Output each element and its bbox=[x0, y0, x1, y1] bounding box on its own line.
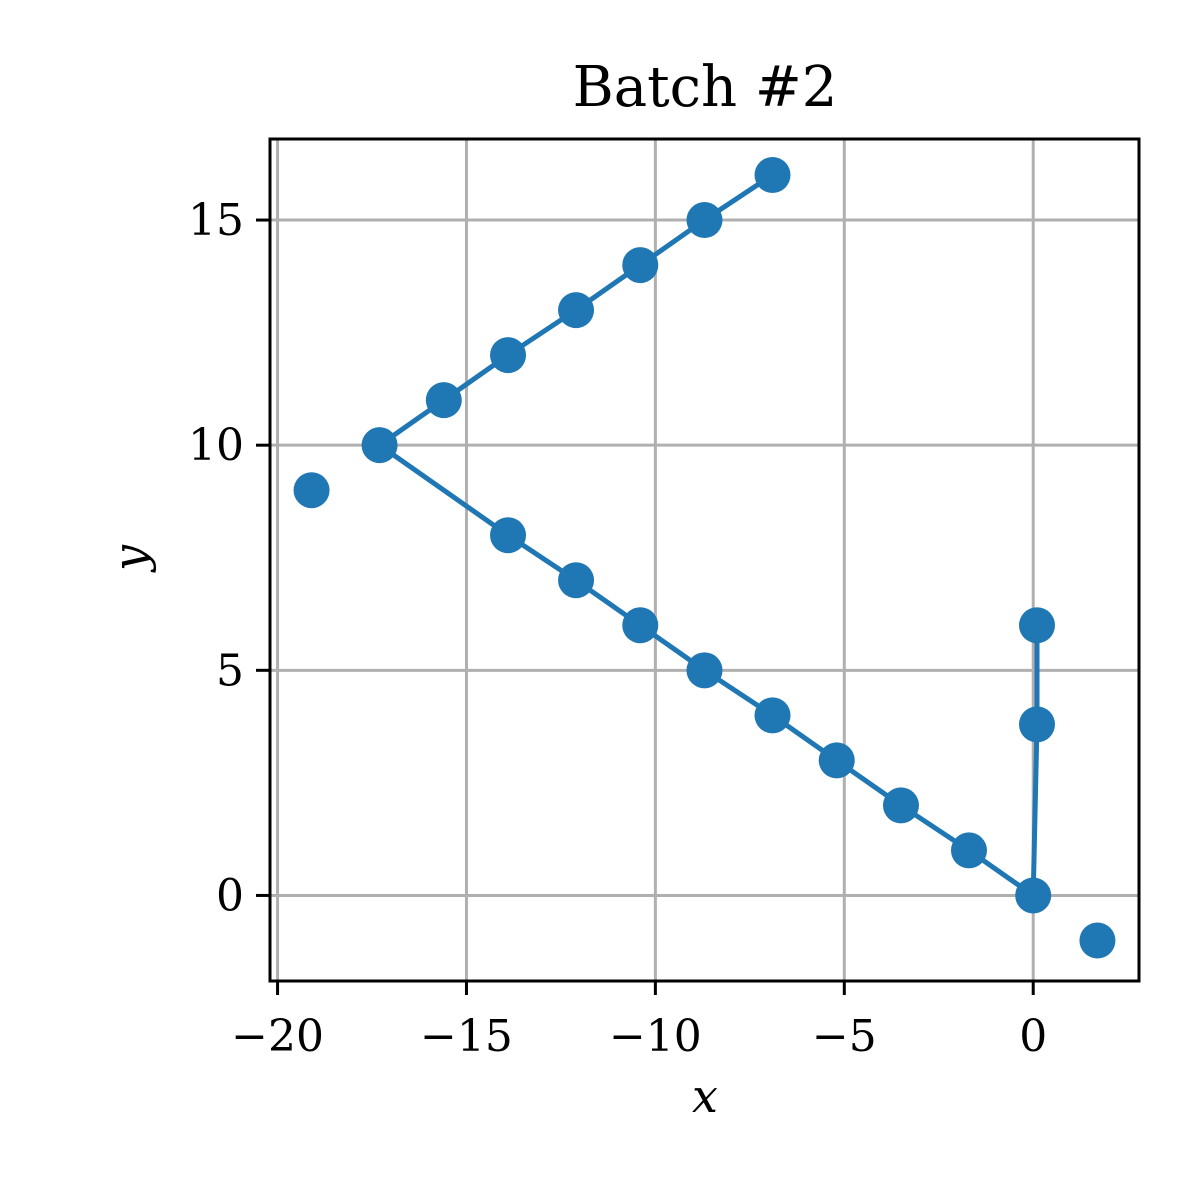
y-tick-label: 0 bbox=[216, 870, 244, 921]
series-line bbox=[378, 443, 1035, 898]
data-point bbox=[293, 472, 330, 509]
data-point bbox=[425, 382, 462, 419]
data-point bbox=[754, 157, 791, 194]
data-point bbox=[490, 517, 527, 554]
data-point bbox=[1018, 607, 1055, 644]
data-point bbox=[882, 787, 919, 824]
y-tick-label: 15 bbox=[188, 195, 244, 246]
data-point bbox=[1079, 922, 1116, 959]
data-point bbox=[686, 652, 723, 689]
y-axis-label: y bbox=[103, 544, 157, 573]
chart-title: Batch #2 bbox=[573, 55, 838, 120]
data-point bbox=[1015, 877, 1052, 914]
data-point bbox=[1018, 706, 1055, 743]
plot-frame bbox=[268, 137, 1141, 983]
x-tick-label: −20 bbox=[231, 1011, 324, 1062]
data-point bbox=[490, 337, 527, 374]
data-points bbox=[293, 157, 1116, 959]
data-point bbox=[950, 832, 987, 869]
x-tick-label: 0 bbox=[1019, 1011, 1047, 1062]
data-point bbox=[622, 247, 659, 284]
data-point bbox=[818, 742, 855, 779]
data-point bbox=[361, 427, 398, 464]
data-point bbox=[558, 562, 595, 599]
x-axis-label: x bbox=[692, 1069, 718, 1123]
data-point bbox=[558, 292, 595, 329]
grid-lines bbox=[270, 139, 1139, 981]
y-tick-label: 5 bbox=[216, 645, 244, 696]
axis-ticks: −20 −15 −10 −5 0 0 5 10 15 bbox=[188, 195, 1047, 1062]
data-point bbox=[754, 697, 791, 734]
data-point bbox=[622, 607, 659, 644]
x-tick-label: −5 bbox=[812, 1011, 877, 1062]
x-tick-label: −15 bbox=[420, 1011, 513, 1062]
data-point bbox=[686, 202, 723, 239]
x-tick-label: −10 bbox=[609, 1011, 702, 1062]
y-tick-label: 10 bbox=[188, 420, 244, 471]
